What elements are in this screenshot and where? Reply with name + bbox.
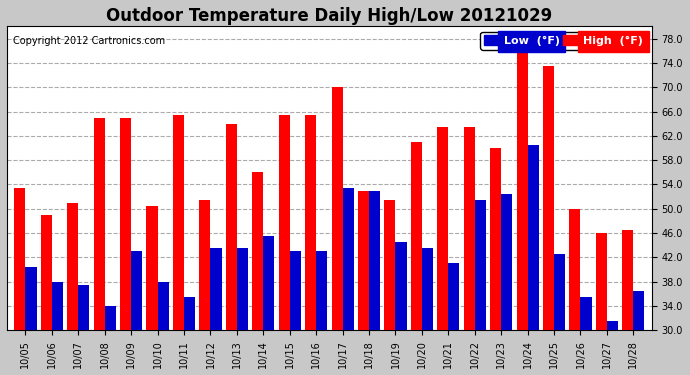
Bar — [105, 306, 116, 375]
Bar — [331, 87, 343, 375]
Bar — [14, 188, 26, 375]
Bar — [226, 124, 237, 375]
Bar — [622, 230, 633, 375]
Bar — [78, 285, 90, 375]
Bar — [569, 209, 580, 375]
Bar — [395, 242, 406, 375]
Bar — [343, 188, 354, 375]
Bar — [464, 127, 475, 375]
Bar — [384, 200, 395, 375]
Bar — [67, 203, 78, 375]
Bar — [52, 282, 63, 375]
Text: Copyright 2012 Cartronics.com: Copyright 2012 Cartronics.com — [13, 36, 166, 46]
Title: Outdoor Temperature Daily High/Low 20121029: Outdoor Temperature Daily High/Low 20121… — [106, 7, 553, 25]
Bar — [607, 321, 618, 375]
Bar — [210, 248, 221, 375]
Bar — [437, 127, 448, 375]
Bar — [422, 248, 433, 375]
Bar — [131, 251, 142, 375]
Bar — [199, 200, 210, 375]
Bar — [448, 264, 460, 375]
Bar — [595, 233, 607, 375]
Bar — [501, 194, 512, 375]
Bar — [528, 145, 539, 375]
Bar — [475, 200, 486, 375]
Bar — [543, 66, 554, 375]
Bar — [316, 251, 327, 375]
Legend: Low  (°F), High  (°F): Low (°F), High (°F) — [480, 32, 647, 50]
Bar — [253, 172, 264, 375]
Bar — [146, 206, 157, 375]
Bar — [237, 248, 248, 375]
Bar — [290, 251, 301, 375]
Bar — [279, 115, 290, 375]
Bar — [411, 142, 422, 375]
Bar — [264, 236, 275, 375]
Bar — [517, 36, 528, 375]
Bar — [120, 118, 131, 375]
Bar — [490, 148, 501, 375]
Bar — [580, 297, 591, 375]
Bar — [633, 291, 644, 375]
Bar — [554, 254, 565, 375]
Bar — [369, 190, 380, 375]
Bar — [305, 115, 316, 375]
Bar — [173, 115, 184, 375]
Bar — [184, 297, 195, 375]
Bar — [358, 190, 369, 375]
Bar — [94, 118, 105, 375]
Bar — [41, 215, 52, 375]
Bar — [157, 282, 168, 375]
Bar — [26, 267, 37, 375]
